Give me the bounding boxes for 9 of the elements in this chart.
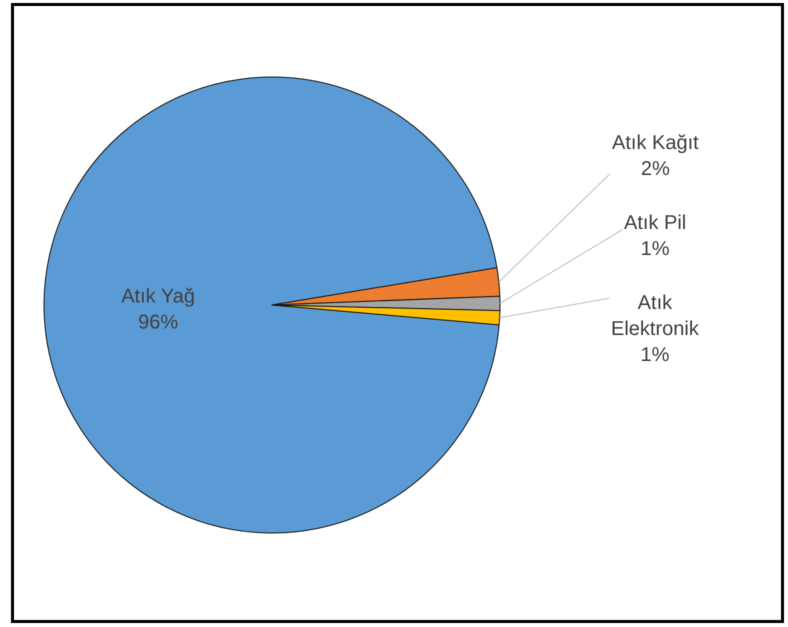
slice-label: Atık Pil — [624, 212, 686, 234]
pie-slice — [44, 76, 500, 534]
slice-label: Atık Elektronik — [611, 292, 700, 340]
slice-label: Atık Kağıt — [612, 132, 700, 154]
slice-label: Atık Yağ — [121, 285, 195, 308]
data-label: 1% — [640, 344, 670, 366]
data-label: 1% — [640, 238, 670, 260]
data-label: 2% — [640, 158, 670, 180]
data-label: 96% — [138, 311, 178, 334]
